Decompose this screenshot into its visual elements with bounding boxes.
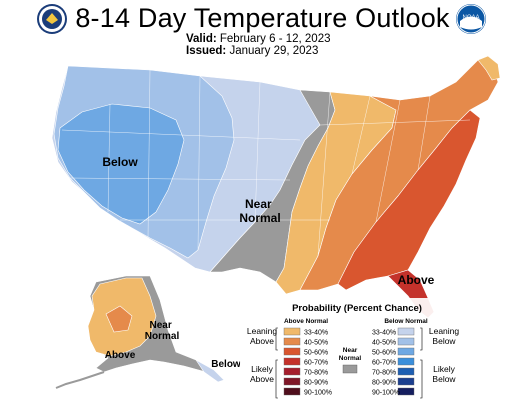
legend-above-bin-label: 33-40% bbox=[304, 330, 328, 337]
legend-near-swatch bbox=[342, 364, 358, 374]
svg-text:NOAA: NOAA bbox=[462, 15, 479, 21]
legend-above-bins: 33-40% 40-50% 50-60% 60-70% 70-80% 80-90% 90-1… bbox=[283, 327, 332, 397]
legend-leaning-below: Leaning Below bbox=[429, 326, 460, 346]
label-below-west: Below bbox=[102, 155, 138, 169]
valid-line: Valid: February 6 - 12, 2023 bbox=[186, 33, 330, 45]
legend-leaning-above: Leaning Above bbox=[247, 326, 278, 346]
legend-above-bin-swatch bbox=[283, 387, 301, 396]
alaska-above-40-region bbox=[105, 305, 133, 333]
label-near-line2: Normal bbox=[239, 211, 280, 225]
label-ak-near-line2: Normal bbox=[145, 331, 180, 342]
legend-title: Probability (Percent Chance) bbox=[292, 303, 422, 314]
legend-above-bin-swatch bbox=[283, 347, 301, 356]
legend-above-bin-label: 40-50% bbox=[304, 340, 328, 347]
legend-below-bin-label: 50-60% bbox=[372, 350, 396, 357]
legend-below-bin-label: 33-40% bbox=[372, 330, 396, 337]
legend-near-header: Near Normal bbox=[339, 347, 362, 362]
legend-above-bin-label: 70-80% bbox=[304, 370, 328, 377]
legend-above-bin-label: 50-60% bbox=[304, 350, 328, 357]
label-above-alaska: Above bbox=[105, 350, 136, 361]
legend-below-bins: 33-40% 40-50% 50-60% 60-70% 70-80% 80-90% 90-1… bbox=[372, 327, 415, 397]
legend-below-bin-swatch bbox=[397, 327, 415, 336]
legend-above-bin-label: 90-100% bbox=[304, 390, 332, 397]
legend-below-bin-swatch bbox=[397, 347, 415, 356]
label-above-southeast: Above bbox=[398, 273, 435, 287]
legend-below-bin-swatch bbox=[397, 387, 415, 396]
legend-below-bin-label: 90-100% bbox=[372, 390, 400, 397]
alaska-map bbox=[55, 275, 225, 389]
legend-below-bin-swatch bbox=[397, 367, 415, 376]
alaska-aleutians bbox=[55, 371, 105, 389]
map-title: 8-14 Day Temperature Outlook bbox=[75, 3, 450, 33]
issued-value: January 29, 2023 bbox=[229, 45, 319, 57]
legend-below-bin-label: 60-70% bbox=[372, 360, 396, 367]
legend-above-header: Above Normal bbox=[284, 318, 328, 325]
legend-likely-above: Likely Above bbox=[250, 364, 274, 384]
label-ak-near-line1: Near bbox=[149, 320, 171, 331]
legend-above-bin-swatch bbox=[283, 367, 301, 376]
conus-map bbox=[51, 55, 501, 319]
valid-label: Valid: bbox=[186, 33, 217, 45]
noaa-logo-icon: NOAA bbox=[456, 4, 486, 34]
legend-above-bin-swatch bbox=[283, 377, 301, 386]
legend-likely-below: Likely Below bbox=[432, 364, 456, 384]
label-near-line1: Near bbox=[245, 197, 272, 211]
issued-line: Issued: January 29, 2023 bbox=[186, 45, 318, 57]
legend-below-bin-swatch bbox=[397, 357, 415, 366]
label-below-alaska: Below bbox=[211, 359, 241, 370]
alaska-panhandle-below bbox=[195, 359, 225, 383]
legend-below-bin-label: 80-90% bbox=[372, 380, 396, 387]
legend-above-bin-swatch bbox=[283, 357, 301, 366]
legend-below-bin-swatch bbox=[397, 377, 415, 386]
label-near-normal-alaska: Near Normal bbox=[145, 320, 180, 342]
legend: Probability (Percent Chance) Above Norma… bbox=[240, 298, 474, 400]
legend-below-bin-label: 70-80% bbox=[372, 370, 396, 377]
legend-above-bin-swatch bbox=[283, 337, 301, 346]
legend-below-bin-swatch bbox=[397, 337, 415, 346]
valid-value: February 6 - 12, 2023 bbox=[219, 33, 331, 45]
legend-above-bin-label: 60-70% bbox=[304, 360, 328, 367]
legend-above-bin-swatch bbox=[283, 327, 301, 336]
legend-background bbox=[240, 298, 474, 400]
issued-label: Issued: bbox=[186, 45, 227, 57]
conus-maine-region bbox=[477, 55, 501, 81]
legend-above-bin-label: 80-90% bbox=[304, 380, 328, 387]
label-near-normal-central: Near Normal bbox=[239, 197, 280, 225]
legend-below-bin-label: 40-50% bbox=[372, 340, 396, 347]
legend-below-header: Below Normal bbox=[384, 318, 428, 325]
seal-icon bbox=[37, 4, 67, 34]
